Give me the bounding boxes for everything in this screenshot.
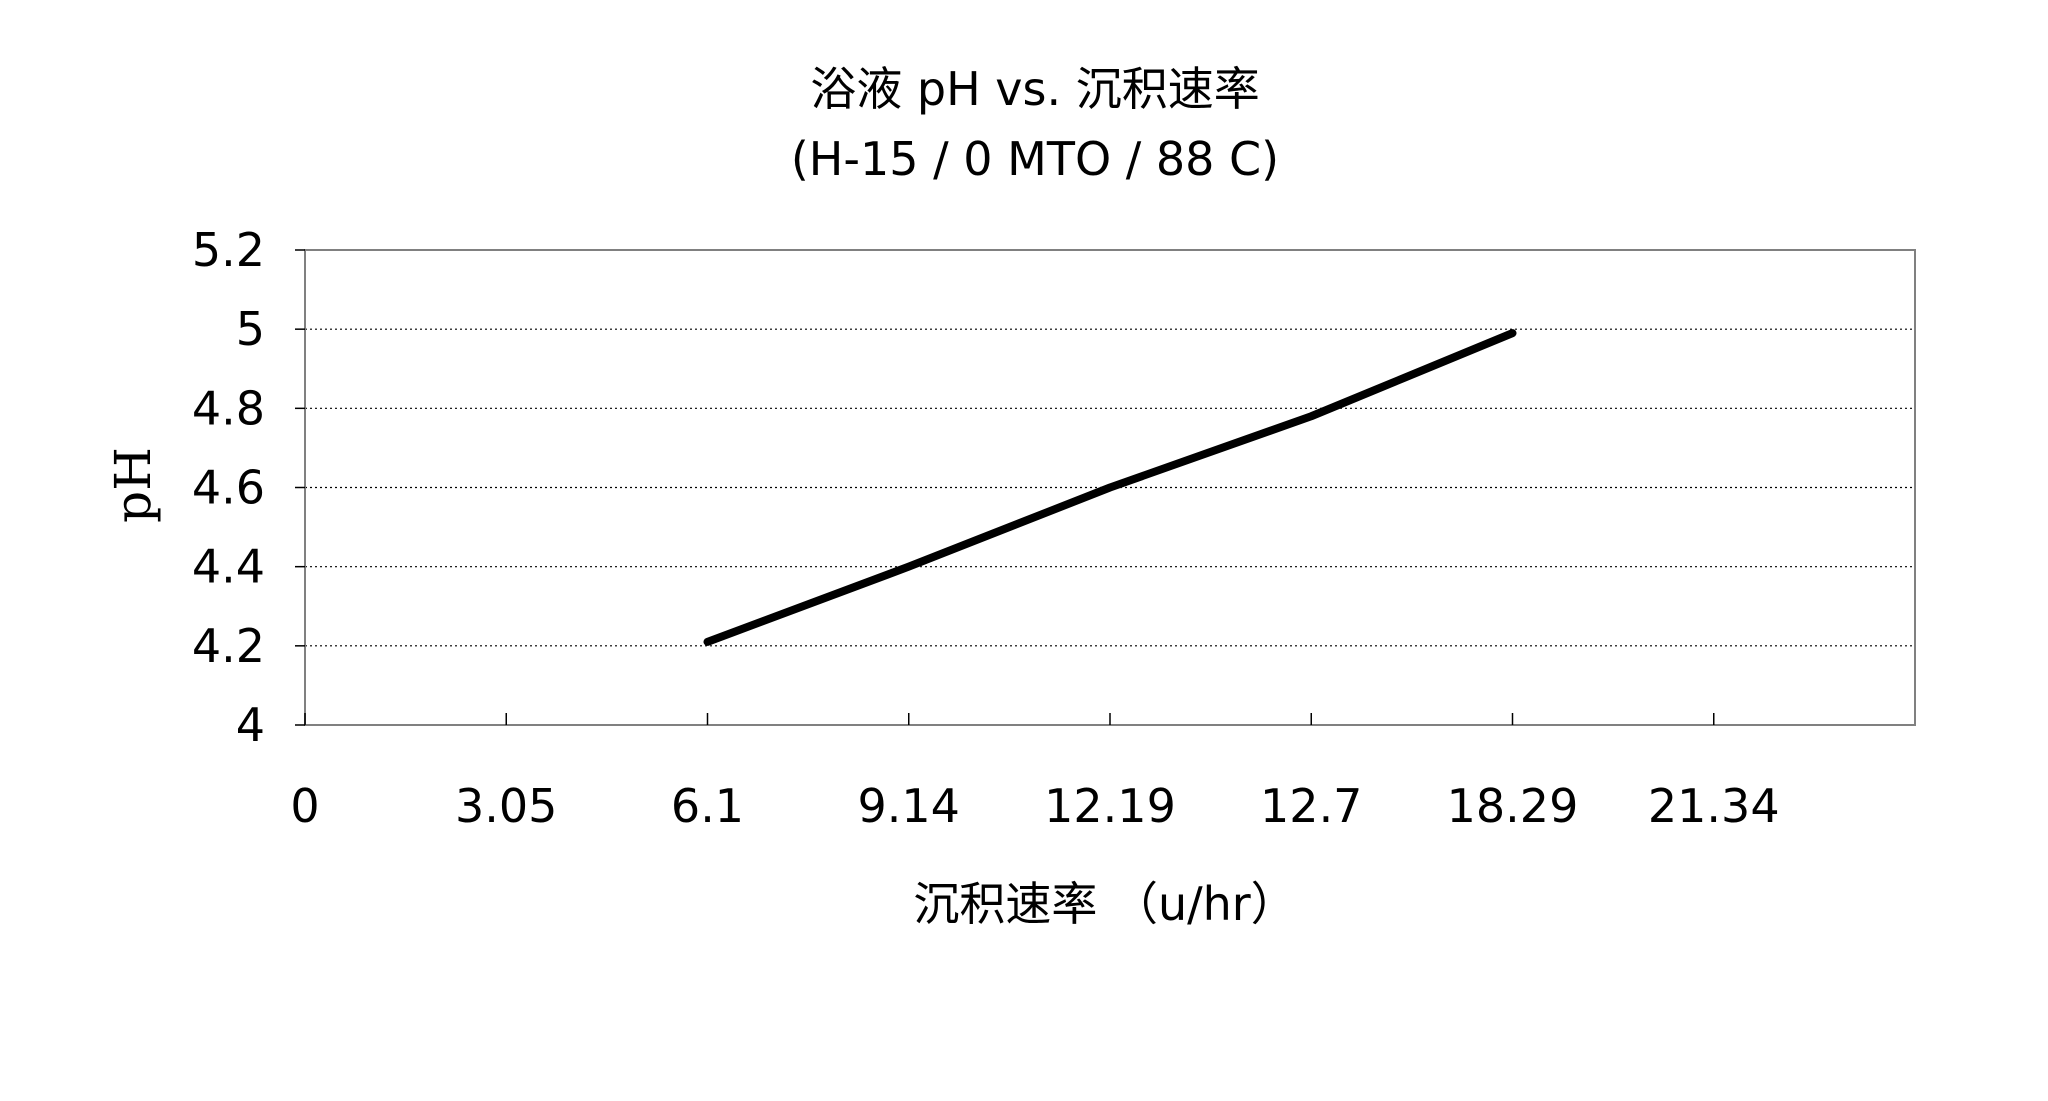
- x-tick-label: 3.05: [455, 779, 557, 833]
- y-tick-label: 4.8: [192, 381, 265, 435]
- y-axis-label: pH: [104, 447, 162, 523]
- y-tick-label: 4.4: [192, 540, 265, 594]
- chart-title: 浴液 pH vs. 沉积速率: [810, 62, 1259, 116]
- x-axis-label: 沉积速率 （u/hr）: [913, 877, 1296, 931]
- x-tick-label: 9.14: [858, 779, 960, 833]
- x-tick-label: 18.29: [1447, 779, 1579, 833]
- y-tick-label: 4.2: [192, 619, 265, 673]
- x-tick-label: 6.1: [671, 779, 744, 833]
- x-tick-label: 21.34: [1648, 779, 1780, 833]
- y-tick-label: 5: [236, 302, 265, 356]
- chart-subtitle: (H-15 / 0 MTO / 88 C): [791, 132, 1279, 186]
- x-axis-ticks: 0 3.05 6.1 9.14 12.19 12.7 18.29 21.34: [290, 713, 1779, 833]
- x-tick-label: 12.19: [1044, 779, 1176, 833]
- y-tick-label: 4.6: [192, 461, 265, 515]
- y-tick-label: 4: [236, 698, 265, 752]
- y-axis-ticks: 4 4.2 4.4 4.6 4.8 5 5.2: [192, 223, 305, 752]
- x-tick-label: 0: [290, 779, 319, 833]
- y-tick-label: 5.2: [192, 223, 265, 277]
- x-tick-label: 12.7: [1260, 779, 1362, 833]
